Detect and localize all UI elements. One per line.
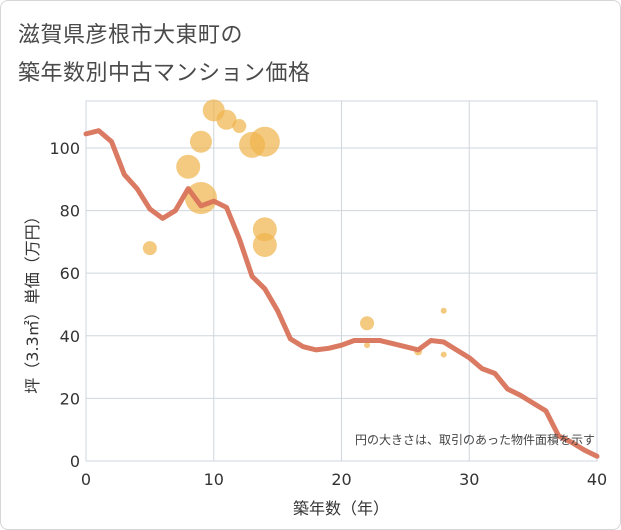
bubble-point (176, 154, 201, 179)
x-tick-labels: 0 10 20 30 40 (81, 470, 607, 489)
trend-series (83, 128, 600, 459)
y-axis-label: 坪（3.3㎡）単価（万円） (23, 208, 42, 393)
y-tick-label: 100 (49, 139, 80, 158)
x-tick-label: 30 (459, 470, 479, 489)
chart-title-line1: 滋賀県彦根市大東町の (18, 23, 244, 48)
bubble-point (360, 316, 375, 331)
bubble-point (440, 351, 447, 358)
bubble-point (142, 241, 157, 256)
trend-line (83, 128, 600, 459)
bubble-point (189, 130, 212, 153)
bubble-point (252, 233, 277, 257)
x-tick-label: 0 (81, 470, 91, 489)
bubble-size-note: 円の大きさは、取引のあった物件面積を示す (355, 432, 595, 447)
bubble-series (142, 99, 447, 358)
x-axis-label: 築年数（年） (293, 499, 389, 518)
bubble-point (440, 307, 447, 314)
bubble-point (216, 109, 237, 130)
y-tick-labels: 0 20 40 60 80 100 (49, 139, 80, 471)
y-tick-label: 0 (70, 452, 80, 471)
y-tick-label: 80 (60, 202, 80, 221)
y-tick-label: 40 (60, 327, 80, 346)
bubble-point (364, 342, 371, 349)
x-tick-label: 10 (204, 470, 224, 489)
x-tick-label: 40 (587, 470, 607, 489)
y-tick-label: 20 (60, 389, 80, 408)
x-tick-label: 20 (331, 470, 351, 489)
chart-title-line2: 築年数別中古マンション価格 (18, 61, 311, 86)
bubble-point (184, 182, 217, 215)
bubble-point (232, 119, 247, 134)
bubble-point (249, 126, 280, 157)
y-tick-label: 60 (60, 264, 80, 283)
